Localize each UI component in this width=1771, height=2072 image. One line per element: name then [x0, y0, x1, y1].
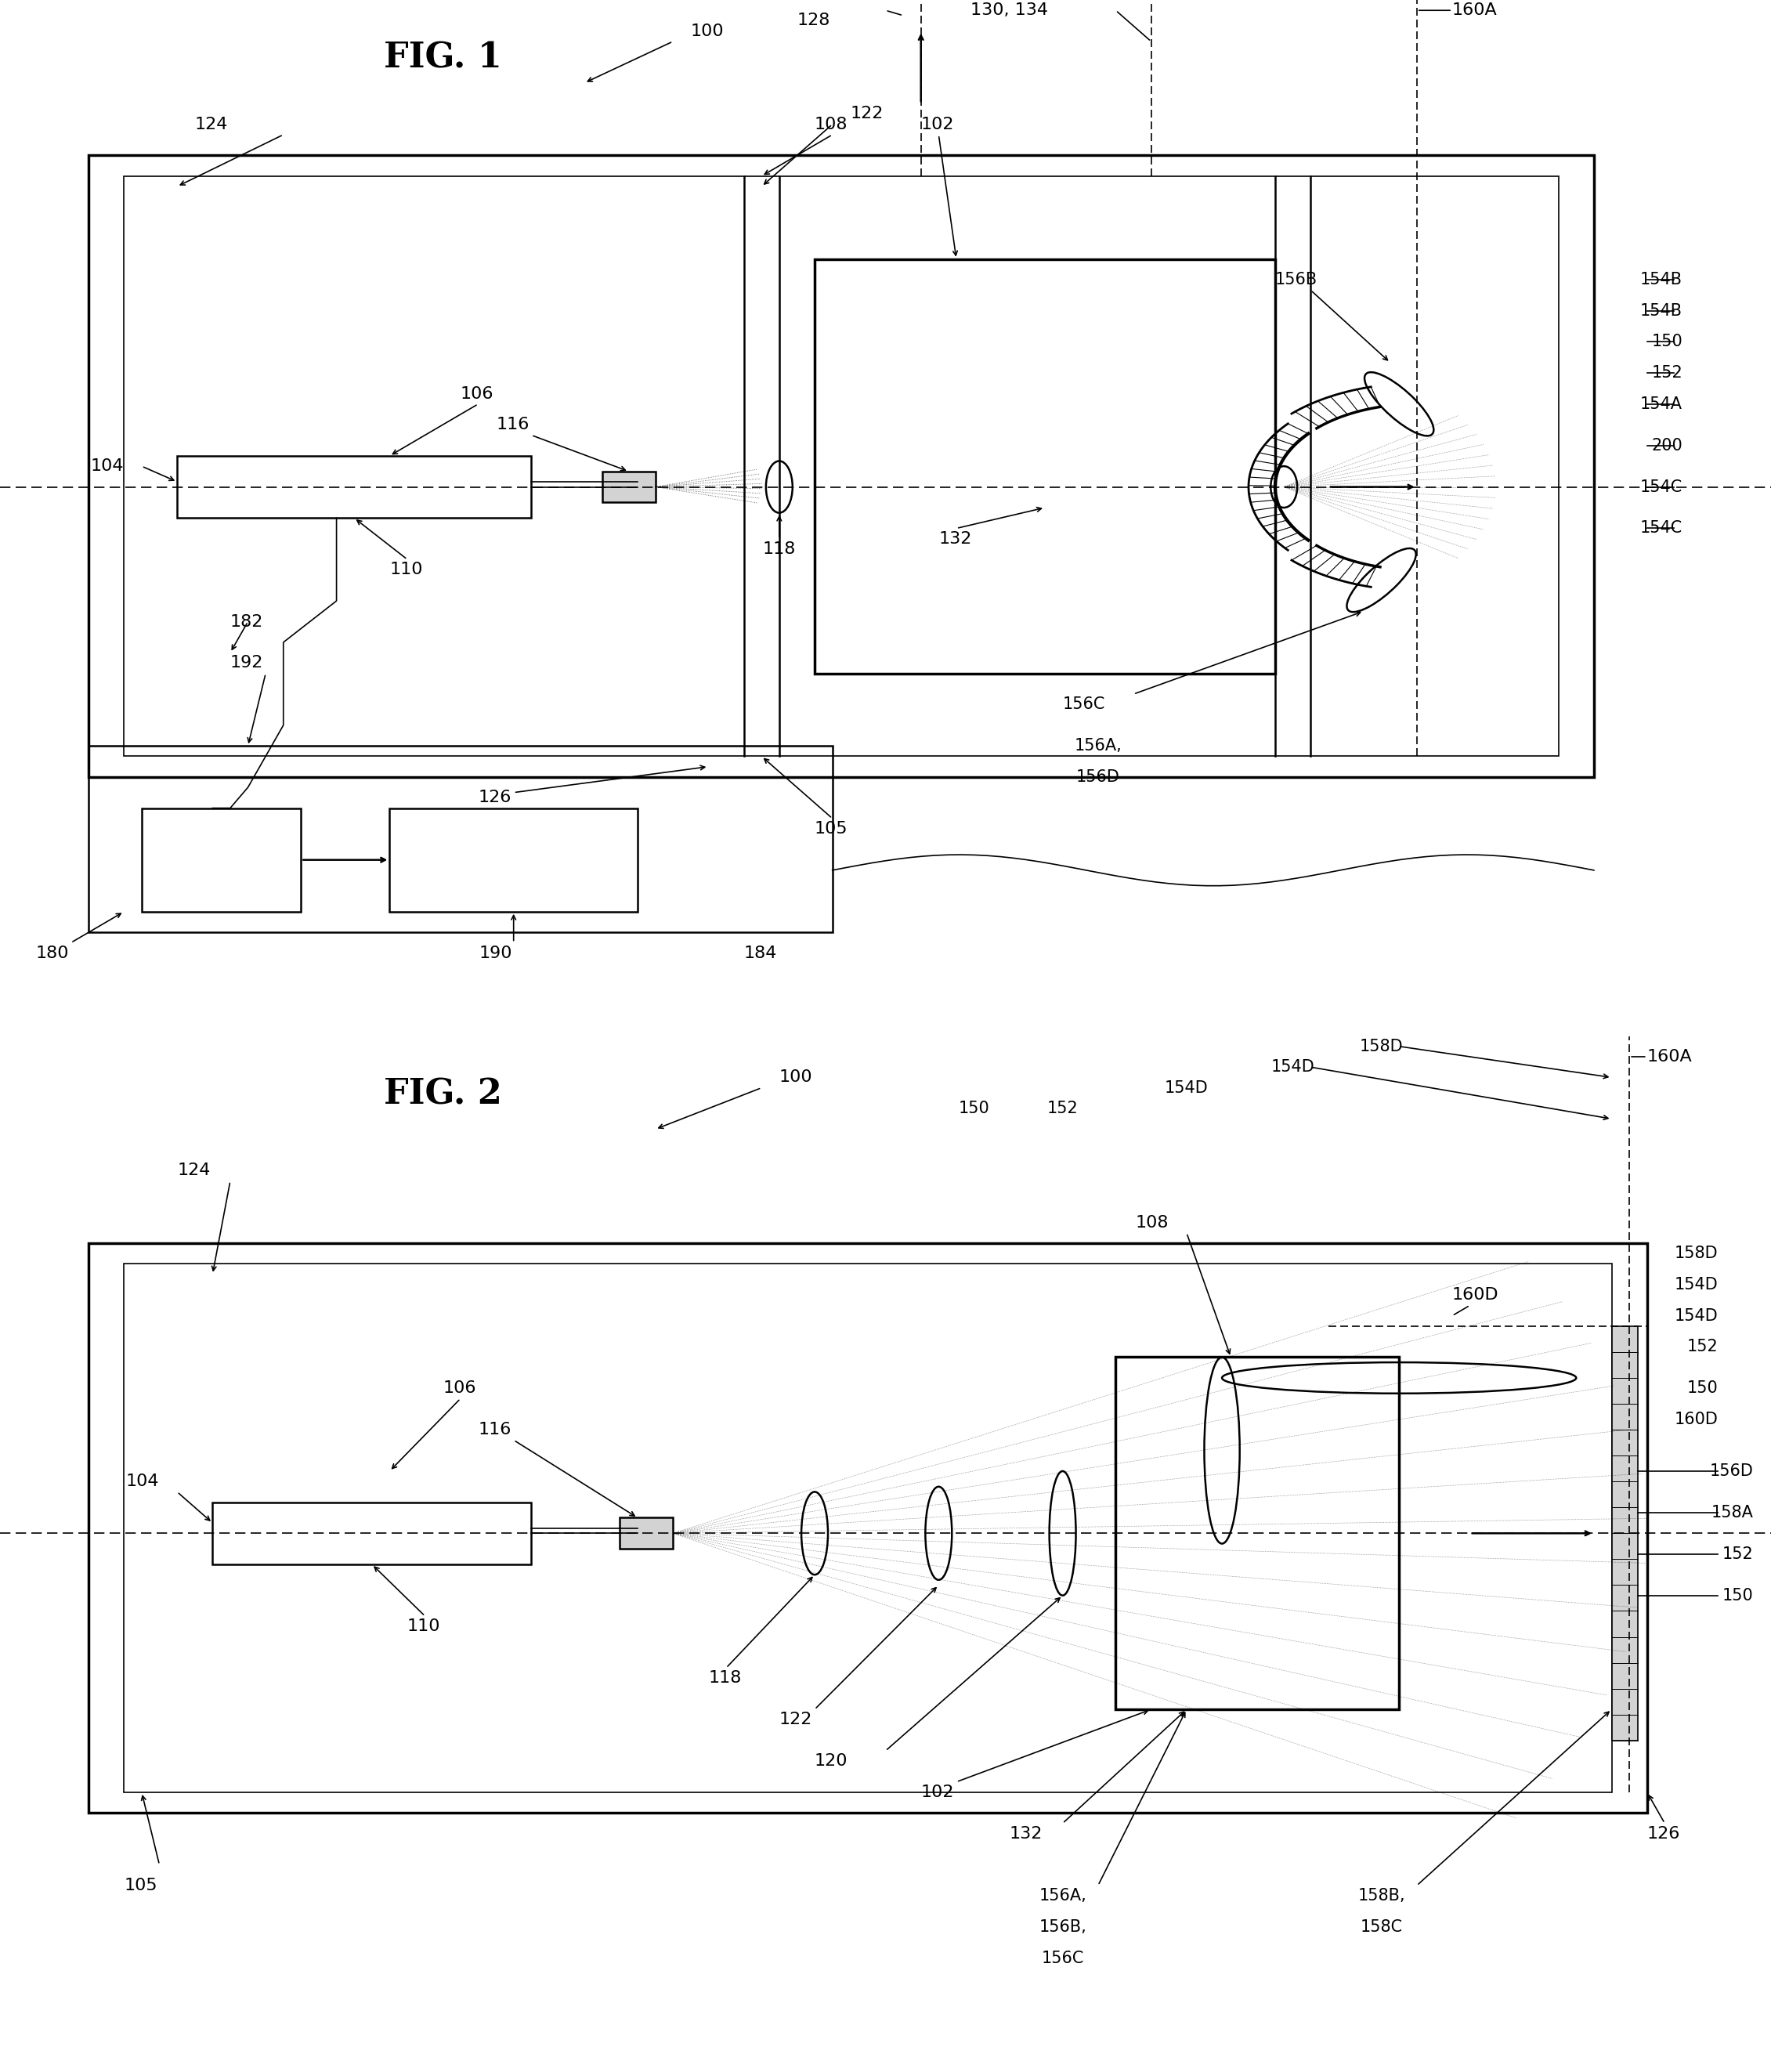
Text: 154C: 154C — [1640, 520, 1682, 537]
Text: 160A: 160A — [1452, 2, 1498, 19]
Text: 152: 152 — [1651, 365, 1682, 381]
Text: 130, 134: 130, 134 — [971, 2, 1048, 19]
Text: 108: 108 — [815, 116, 848, 133]
Text: 154D: 154D — [1272, 1059, 1314, 1075]
Text: 158D: 158D — [1674, 1245, 1718, 1262]
Text: 152: 152 — [1721, 1546, 1753, 1562]
Text: 120: 120 — [815, 1753, 848, 1769]
Text: 150: 150 — [1686, 1380, 1718, 1397]
Text: 152: 152 — [1047, 1100, 1079, 1117]
Bar — [142, 808, 301, 912]
Text: 160D: 160D — [1674, 1411, 1718, 1428]
Text: 158B,: 158B, — [1358, 1888, 1404, 1904]
Text: 150: 150 — [1721, 1587, 1753, 1604]
Text: 122: 122 — [850, 106, 884, 122]
Text: 102: 102 — [921, 1784, 955, 1801]
Text: 122: 122 — [779, 1711, 813, 1728]
Text: 156A,: 156A, — [1075, 738, 1121, 754]
Text: 158C: 158C — [1360, 1919, 1403, 1935]
Bar — [124, 1264, 1612, 1792]
Text: 124: 124 — [177, 1162, 211, 1179]
Text: 156B: 156B — [1275, 271, 1318, 288]
Text: FIG. 2: FIG. 2 — [384, 1077, 501, 1111]
Bar — [89, 1243, 1647, 1813]
Text: 104: 104 — [126, 1473, 159, 1490]
Bar — [620, 1517, 673, 1550]
Text: FIG. 1: FIG. 1 — [384, 41, 501, 75]
Text: 104: 104 — [90, 458, 124, 474]
Bar — [177, 456, 531, 518]
Text: 110: 110 — [407, 1618, 441, 1635]
Bar — [89, 746, 832, 932]
Bar — [213, 1502, 531, 1564]
Text: 132: 132 — [1009, 1825, 1043, 1842]
Text: 158D: 158D — [1360, 1038, 1403, 1055]
Text: 158A: 158A — [1711, 1504, 1753, 1521]
Text: 154D: 154D — [1674, 1307, 1718, 1324]
Text: 108: 108 — [1135, 1214, 1169, 1231]
Text: 154D: 154D — [1674, 1276, 1718, 1293]
Text: 154B: 154B — [1640, 271, 1682, 288]
Text: 126: 126 — [1647, 1825, 1681, 1842]
Text: 132: 132 — [939, 530, 972, 547]
Text: 106: 106 — [443, 1380, 476, 1397]
Text: 116: 116 — [478, 1421, 512, 1438]
Text: 190: 190 — [480, 945, 512, 961]
Text: 192: 192 — [230, 655, 264, 671]
Text: 118: 118 — [763, 541, 795, 557]
Text: 182: 182 — [230, 613, 264, 630]
Text: 156D: 156D — [1709, 1463, 1753, 1479]
Text: 150: 150 — [958, 1100, 990, 1117]
Bar — [124, 176, 1558, 756]
Text: 200: 200 — [1651, 437, 1682, 454]
Text: 160A: 160A — [1647, 1048, 1693, 1065]
Text: 156A,: 156A, — [1040, 1888, 1086, 1904]
Text: 160D: 160D — [1452, 1287, 1498, 1303]
Text: 154A: 154A — [1640, 396, 1682, 412]
Text: 156D: 156D — [1077, 769, 1119, 785]
Text: 154D: 154D — [1165, 1080, 1208, 1096]
Text: 154C: 154C — [1640, 479, 1682, 495]
Bar — [602, 470, 655, 501]
Bar — [390, 808, 638, 912]
Bar — [815, 259, 1275, 673]
Text: 110: 110 — [390, 562, 423, 578]
Text: 126: 126 — [478, 789, 512, 806]
Text: 116: 116 — [496, 416, 530, 433]
Text: 100: 100 — [779, 1069, 813, 1086]
Text: 100: 100 — [691, 23, 724, 39]
Text: 118: 118 — [708, 1670, 742, 1687]
Text: 124: 124 — [195, 116, 228, 133]
Bar — [89, 155, 1594, 777]
Bar — [1116, 1357, 1399, 1709]
Text: 156B,: 156B, — [1040, 1919, 1086, 1935]
Text: 156C: 156C — [1063, 696, 1105, 713]
Text: 128: 128 — [797, 12, 831, 29]
Text: 150: 150 — [1651, 334, 1682, 350]
Text: 105: 105 — [124, 1877, 158, 1894]
Text: 156C: 156C — [1041, 1950, 1084, 1966]
Text: 184: 184 — [744, 945, 777, 961]
Text: 180: 180 — [35, 945, 69, 961]
Text: 106: 106 — [460, 385, 494, 402]
Text: 105: 105 — [815, 821, 848, 837]
Text: 154B: 154B — [1640, 303, 1682, 319]
Text: 102: 102 — [921, 116, 955, 133]
Text: 152: 152 — [1686, 1339, 1718, 1355]
